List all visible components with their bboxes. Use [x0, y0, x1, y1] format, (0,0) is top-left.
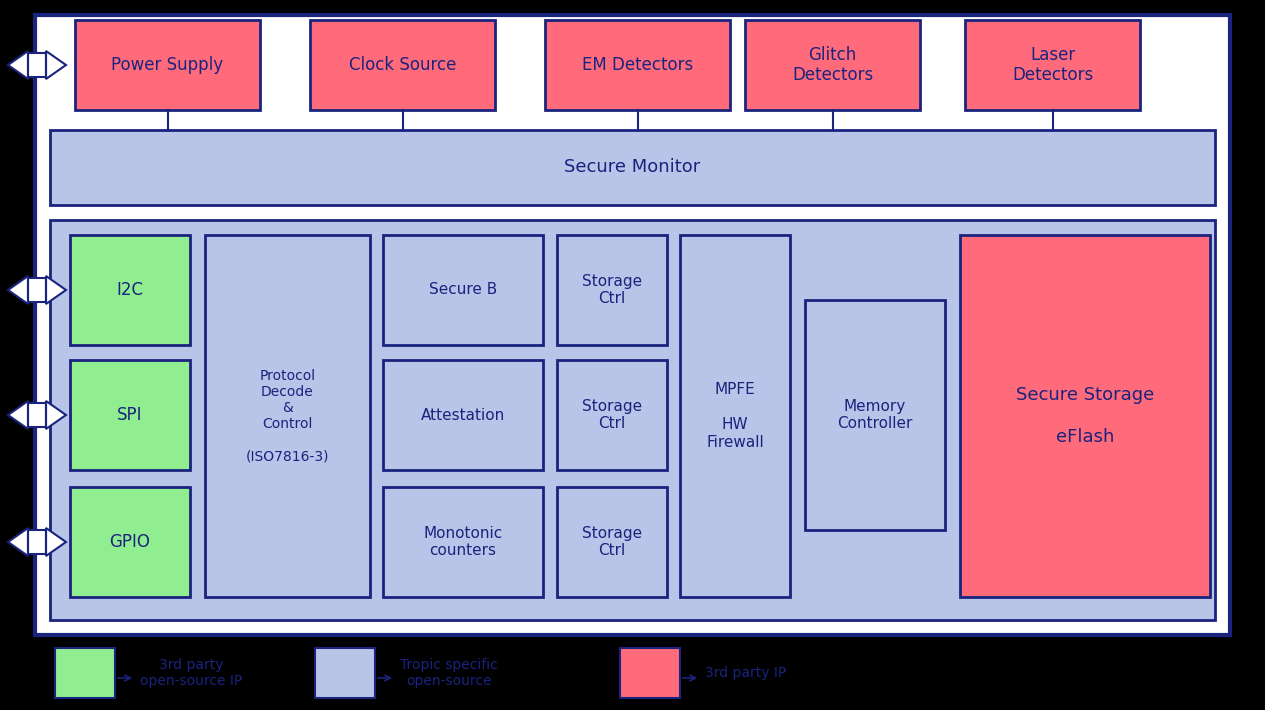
Bar [315, 648, 374, 698]
Bar [965, 20, 1140, 110]
Bar [557, 235, 667, 345]
Polygon shape [8, 51, 66, 79]
Bar [383, 235, 543, 345]
Text: Secure Storage

eFlash: Secure Storage eFlash [1016, 386, 1154, 446]
Polygon shape [8, 528, 66, 556]
Bar [960, 235, 1211, 597]
Bar [545, 20, 730, 110]
Polygon shape [8, 401, 66, 429]
Text: MPFE

HW
Firewall: MPFE HW Firewall [706, 383, 764, 449]
Text: Glitch
Detectors: Glitch Detectors [792, 45, 873, 84]
Bar [557, 360, 667, 470]
Bar [383, 360, 543, 470]
Bar [70, 360, 190, 470]
Bar [310, 20, 495, 110]
Text: I2C: I2C [116, 281, 143, 299]
Text: Attestation: Attestation [421, 408, 505, 422]
Bar [681, 235, 791, 597]
Text: EM Detectors: EM Detectors [582, 56, 693, 74]
Text: Storage
Ctrl: Storage Ctrl [582, 526, 643, 558]
Text: Tropic specific
open-source: Tropic specific open-source [400, 658, 497, 688]
Text: Memory
Controller: Memory Controller [837, 399, 912, 431]
Text: Monotonic
counters: Monotonic counters [424, 526, 502, 558]
Text: Power Supply: Power Supply [111, 56, 224, 74]
Text: Secure B: Secure B [429, 283, 497, 297]
Bar [51, 130, 1214, 205]
Bar [75, 20, 261, 110]
Bar [383, 487, 543, 597]
Bar [70, 235, 190, 345]
Text: Storage
Ctrl: Storage Ctrl [582, 399, 643, 431]
Bar [205, 235, 369, 597]
Text: GPIO: GPIO [110, 533, 151, 551]
Bar [557, 487, 667, 597]
Text: Clock Source: Clock Source [349, 56, 457, 74]
Bar [54, 648, 115, 698]
Text: SPI: SPI [118, 406, 143, 424]
Bar [70, 487, 190, 597]
Text: Secure Monitor: Secure Monitor [564, 158, 701, 177]
Bar [745, 20, 920, 110]
Text: 3rd party IP: 3rd party IP [705, 666, 787, 680]
Text: Laser
Detectors: Laser Detectors [1012, 45, 1093, 84]
Text: Storage
Ctrl: Storage Ctrl [582, 274, 643, 306]
Text: Protocol
Decode
&
Control

(ISO7816-3): Protocol Decode & Control (ISO7816-3) [245, 368, 329, 464]
Polygon shape [8, 276, 66, 304]
Bar [51, 220, 1214, 620]
Bar [805, 300, 945, 530]
Text: 3rd party
open-source IP: 3rd party open-source IP [140, 658, 243, 688]
Bar [620, 648, 681, 698]
Bar [35, 15, 1230, 635]
